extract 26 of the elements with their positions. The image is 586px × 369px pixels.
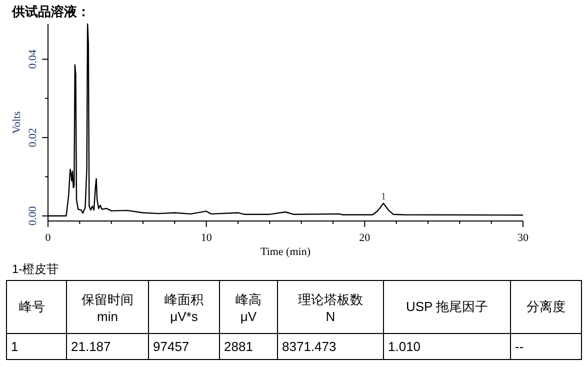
text: 2881 bbox=[220, 334, 278, 360]
y-tick-label: 0.02 bbox=[27, 128, 39, 148]
annotation: 1 bbox=[380, 191, 386, 202]
chart-title: 供试品溶液： bbox=[11, 4, 90, 19]
text: 8371.473 bbox=[278, 334, 384, 360]
text: 1.010 bbox=[384, 334, 510, 360]
text: 1-橙皮苷 bbox=[12, 261, 59, 278]
x-axis-title: Time (min) bbox=[260, 246, 311, 258]
category-label: 分离度 bbox=[510, 280, 582, 334]
category-label: 峰号 bbox=[6, 280, 66, 334]
category-label: 理论塔板数 N bbox=[278, 280, 384, 334]
category-label: 保留时间 min bbox=[66, 280, 148, 334]
x-tick-label: 20 bbox=[359, 232, 371, 244]
category-label: 峰面积 μV*s bbox=[148, 280, 220, 334]
category-label: USP 拖尾因子 bbox=[384, 280, 510, 334]
text: -- bbox=[510, 334, 582, 360]
category-label: 峰高 μV bbox=[220, 280, 278, 334]
y-tick-label: 0.00 bbox=[27, 206, 39, 226]
text: 21.187 bbox=[66, 334, 148, 360]
y-tick-label: 0.04 bbox=[27, 49, 39, 69]
x-tick-label: 30 bbox=[518, 232, 529, 244]
x-tick-label: 10 bbox=[200, 232, 212, 244]
text: 97457 bbox=[148, 334, 220, 360]
y-axis-title: Volts bbox=[11, 111, 23, 134]
text: 1 bbox=[6, 334, 66, 360]
x-tick-label: 0 bbox=[45, 232, 52, 244]
